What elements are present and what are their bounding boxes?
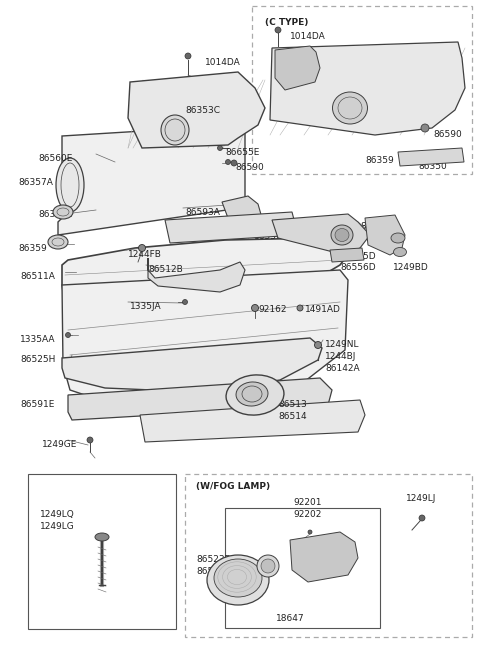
Ellipse shape [214,559,262,597]
Ellipse shape [333,92,368,124]
Ellipse shape [161,115,189,145]
Ellipse shape [182,299,188,304]
Ellipse shape [394,248,407,257]
Ellipse shape [275,27,281,33]
Ellipse shape [56,158,84,212]
Polygon shape [68,378,332,420]
Ellipse shape [95,533,109,541]
Polygon shape [290,532,358,582]
Ellipse shape [261,559,275,573]
Ellipse shape [53,205,73,219]
Text: 86353C: 86353C [318,78,353,87]
Text: 1014DA: 1014DA [205,58,241,67]
Text: 1335AA: 1335AA [20,335,56,344]
Text: 86513: 86513 [278,400,307,409]
Text: 1249LG: 1249LG [40,522,75,531]
Polygon shape [275,46,320,90]
Ellipse shape [226,375,284,415]
Polygon shape [62,270,348,410]
Text: 86525H: 86525H [20,355,55,364]
Bar [28,474,176,629]
Text: 86590: 86590 [433,130,462,139]
Bar [252,6,472,174]
Text: (C TYPE): (C TYPE) [265,18,308,27]
Ellipse shape [87,437,93,443]
Text: 1491AD: 1491AD [305,305,341,314]
Ellipse shape [226,159,230,164]
Polygon shape [58,125,245,235]
Polygon shape [148,258,245,292]
Text: 86350: 86350 [418,162,447,171]
Text: 86520B: 86520B [185,226,220,235]
Ellipse shape [48,235,68,249]
Polygon shape [62,238,350,315]
Text: 86555D: 86555D [340,252,376,261]
Polygon shape [398,148,464,166]
Text: 1335JA: 1335JA [130,302,162,311]
Text: 86591E: 86591E [20,400,54,409]
Text: 86556D: 86556D [340,263,376,272]
Text: 92202: 92202 [293,510,322,519]
Text: 86516A: 86516A [360,234,395,243]
Text: 18647: 18647 [276,614,305,623]
Ellipse shape [335,228,349,241]
Text: 86512B: 86512B [148,265,183,274]
Text: 86357A: 86357A [18,178,53,187]
Text: (W/FOG LAMP): (W/FOG LAMP) [196,482,270,491]
Bar [225,508,380,628]
Polygon shape [165,212,298,243]
Ellipse shape [207,555,269,605]
Text: 86655E: 86655E [225,148,259,157]
Polygon shape [128,72,265,148]
Text: 86353C: 86353C [185,106,220,115]
Ellipse shape [297,305,303,311]
Text: 92162: 92162 [258,305,287,314]
Text: 86352E: 86352E [38,210,72,219]
Ellipse shape [252,304,259,312]
Text: 86514: 86514 [278,412,307,421]
Ellipse shape [391,233,405,243]
Text: 86530: 86530 [253,232,282,241]
Text: 1249NL: 1249NL [325,340,360,349]
Polygon shape [222,196,262,225]
Text: 86511A: 86511A [20,272,55,281]
Text: 86560E: 86560E [38,154,72,163]
Text: 1249BD: 1249BD [393,263,429,272]
Ellipse shape [185,53,191,59]
Text: 86590: 86590 [235,163,264,172]
Ellipse shape [314,341,322,348]
Polygon shape [365,215,405,255]
Polygon shape [270,42,465,135]
Ellipse shape [217,146,223,150]
Polygon shape [272,214,370,255]
Text: 1244BJ: 1244BJ [325,352,356,361]
Ellipse shape [421,124,429,132]
Polygon shape [140,400,365,442]
Text: 86359: 86359 [365,156,394,165]
Text: 86359: 86359 [18,244,47,253]
Ellipse shape [308,530,312,534]
Ellipse shape [331,225,353,245]
Polygon shape [330,248,364,262]
Ellipse shape [65,333,71,337]
Text: 92201: 92201 [293,498,322,507]
Text: 1014DA: 1014DA [290,32,326,41]
Bar [185,474,472,637]
Ellipse shape [236,382,268,406]
Text: 86142A: 86142A [325,364,360,373]
Ellipse shape [139,244,145,252]
Text: 86515C: 86515C [360,222,395,231]
Text: 1249LQ: 1249LQ [40,510,75,519]
Ellipse shape [231,160,237,166]
Text: 1244FB: 1244FB [128,250,162,259]
Text: 86523B: 86523B [196,555,231,564]
Ellipse shape [257,555,279,577]
Ellipse shape [419,515,425,521]
Polygon shape [62,338,322,392]
Text: 86524C: 86524C [196,567,231,576]
Text: 1249GE: 1249GE [42,440,77,449]
Text: 1249LJ: 1249LJ [406,494,436,503]
Text: 86593A: 86593A [185,208,220,217]
